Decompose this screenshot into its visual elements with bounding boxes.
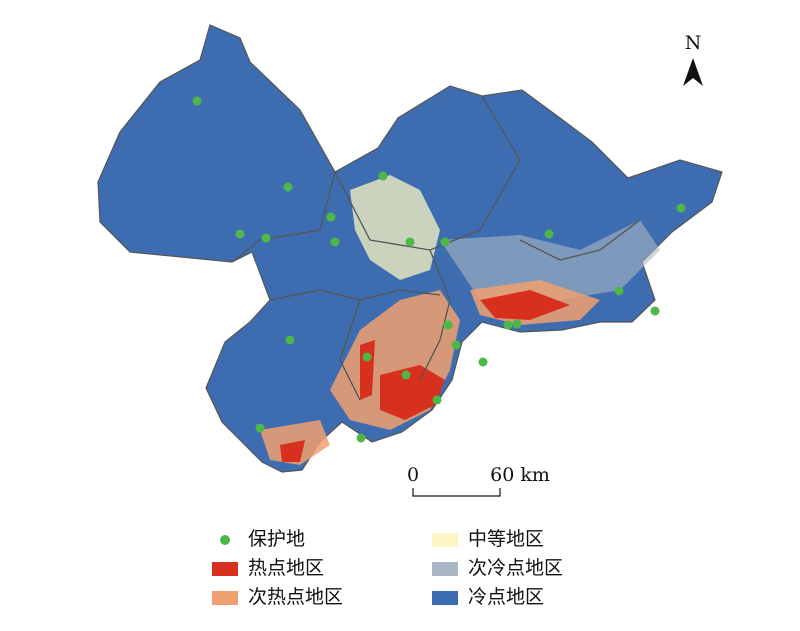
region-medium: [350, 175, 440, 280]
legend-label: 次冷点地区: [468, 557, 563, 579]
scale-end: 60 km: [490, 464, 550, 486]
legend-swatch: [212, 562, 238, 576]
legend-swatch: [212, 591, 238, 605]
legend-label: 冷点地区: [468, 586, 544, 608]
legend-swatch: [432, 562, 458, 576]
north-arrow-icon: [683, 58, 703, 86]
protected-area-points: [192, 96, 686, 443]
scale-start: 0: [407, 464, 419, 486]
district-boundaries: [231, 95, 641, 401]
legend-label: 次热点地区: [248, 586, 343, 608]
legend-label: 保护地: [248, 528, 305, 550]
scale-bar: 0 60 km: [407, 464, 550, 497]
scale-line: [412, 488, 501, 497]
north-label: N: [685, 32, 702, 54]
region-hot: [280, 290, 570, 462]
region-subcold: [440, 220, 660, 300]
legend-marker: [220, 535, 230, 545]
legend-label: 中等地区: [468, 528, 544, 550]
legend-label: 热点地区: [248, 557, 324, 579]
legend-swatch: [432, 533, 458, 547]
map: [97, 24, 723, 473]
legend-swatch: [432, 591, 458, 605]
north-arrow: N: [683, 32, 703, 86]
